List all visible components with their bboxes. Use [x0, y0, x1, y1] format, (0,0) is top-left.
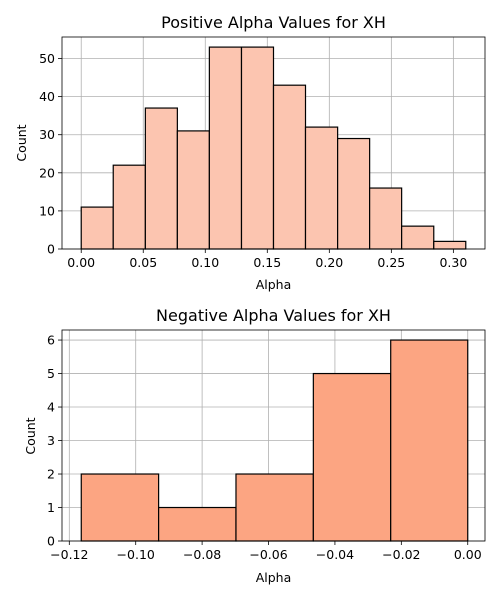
histogram-bar [240, 46, 275, 250]
y-tick-label: 0 [47, 534, 55, 549]
y-tick-label: 50 [39, 51, 55, 66]
y-tick-label: 40 [39, 89, 55, 104]
histogram-bar [312, 372, 392, 542]
histogram-bar [304, 126, 339, 250]
x-tick-label: 0.20 [315, 255, 343, 270]
y-tick-label: 4 [47, 400, 55, 415]
plot-frame [61, 329, 486, 542]
y-tick-label: 3 [47, 433, 55, 448]
chart-title: Negative Alpha Values for XH [156, 306, 391, 325]
x-axis-label: Alpha [256, 277, 292, 292]
x-ticks: −0.12 −0.10 −0.08 −0.06 −0.04 −0.02 0.00 [50, 541, 482, 562]
x-tick-label: 0.05 [129, 255, 157, 270]
histogram-bar [144, 107, 178, 250]
y-tick-label: 10 [39, 203, 55, 218]
y-tick-label: 6 [47, 333, 55, 348]
histogram-bar [80, 473, 160, 542]
y-tick-label: 30 [39, 127, 55, 142]
x-tick-label: −0.12 [50, 547, 88, 562]
histogram-bar [433, 240, 467, 250]
histogram-bar [80, 206, 114, 250]
x-tick-label: 0.25 [377, 255, 405, 270]
bars [80, 339, 469, 542]
x-tick-label: −0.06 [249, 547, 287, 562]
y-axis-label: Count [14, 124, 29, 161]
histogram-bar [158, 506, 237, 542]
histogram-bar [337, 137, 371, 250]
x-tick-label: −0.10 [117, 547, 155, 562]
y-tick-label: 20 [39, 165, 55, 180]
chart-positive-alpha: Positive Alpha Values for XH Alpha Count… [14, 13, 486, 292]
x-tick-label: 0.30 [439, 255, 467, 270]
y-ticks: 0 1 2 3 4 5 6 [47, 333, 62, 549]
y-axis-label: Count [23, 417, 38, 454]
histogram-bar [112, 164, 146, 250]
x-ticks: 0.00 0.05 0.10 0.15 0.20 0.25 0.30 [67, 249, 467, 270]
x-tick-label: −0.02 [382, 547, 420, 562]
bars [80, 46, 467, 250]
x-axis-label: Alpha [256, 570, 292, 585]
x-tick-label: −0.04 [316, 547, 354, 562]
histogram-bar [272, 84, 307, 250]
x-tick-label: 0.00 [454, 547, 482, 562]
histogram-bar [176, 130, 210, 250]
histogram-bar [390, 339, 469, 542]
histogram-bar [235, 473, 314, 542]
y-tick-label: 2 [47, 467, 55, 482]
y-tick-label: 5 [47, 366, 55, 381]
chart-negative-alpha: Negative Alpha Values for XH Alpha Count… [23, 306, 486, 585]
x-tick-label: 0.00 [67, 255, 95, 270]
histogram-bar [208, 46, 243, 250]
y-tick-label: 0 [47, 242, 55, 257]
plot-frame [61, 36, 486, 250]
histogram-bar [401, 225, 435, 250]
x-tick-label: 0.10 [191, 255, 219, 270]
y-tick-label: 1 [47, 500, 55, 515]
histogram-bar [369, 187, 403, 250]
chart-title: Positive Alpha Values for XH [161, 13, 386, 32]
x-tick-label: 0.15 [253, 255, 281, 270]
x-tick-label: −0.08 [183, 547, 221, 562]
y-ticks: 0 10 20 30 40 50 [39, 51, 62, 257]
